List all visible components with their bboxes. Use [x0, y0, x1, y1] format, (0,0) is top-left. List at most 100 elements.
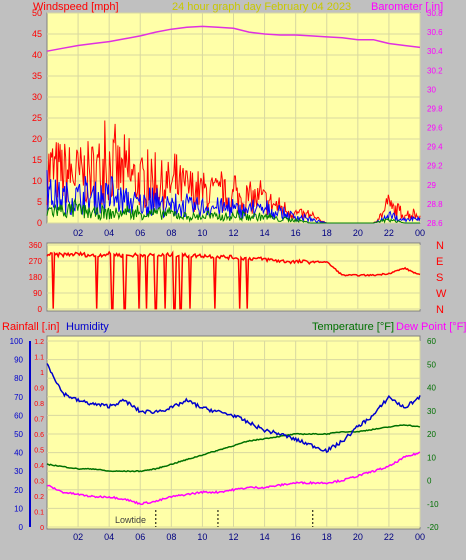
wind-x-tick-label: 00	[415, 228, 425, 238]
temperature-tick-label: -10	[427, 500, 439, 509]
windspeed-tick-label: 35	[32, 71, 42, 81]
temp-x-tick-label: 02	[73, 532, 83, 542]
temp-x-tick-label: 18	[322, 532, 332, 542]
temp-x-tick-label: 06	[135, 532, 145, 542]
temp-x-tick-label: 10	[197, 532, 207, 542]
barometer-tick-label: 30.8	[427, 9, 443, 18]
wind-x-tick-label: 12	[228, 228, 238, 238]
windspeed-tick-label: 10	[32, 176, 42, 186]
rainfall-tick-label: 0	[40, 525, 44, 532]
temperature-series	[46, 424, 421, 473]
windspeed-tick-label: 25	[32, 113, 42, 123]
barometer-tick-label: 30.2	[427, 66, 443, 75]
temp-x-tick-label: 00	[415, 532, 425, 542]
humidity-series	[46, 363, 421, 454]
rainfall-tick-label: 1.2	[34, 339, 44, 346]
barometer-tick-label: 30	[427, 85, 436, 94]
windspeed-tick-label: 50	[32, 8, 42, 18]
dewpoint-label: Dew Point [°F]	[396, 321, 466, 333]
humidity-tick-label: 50	[14, 430, 23, 439]
compass-label: W	[436, 288, 447, 300]
rainfall-tick-label: 0.9	[34, 386, 44, 393]
rainfall-tick-label: 0.7	[34, 417, 44, 424]
windspeed-tick-label: 20	[32, 134, 42, 144]
wind-direction-series	[46, 250, 421, 310]
rainfall-tick-label: 0.1	[34, 510, 44, 517]
humidity-tick-label: 30	[14, 467, 23, 476]
barometer-tick-label: 29	[427, 181, 436, 190]
wind-x-tick-label: 16	[291, 228, 301, 238]
windspeed-tick-label: 40	[32, 50, 42, 60]
temp-x-tick-label: 04	[104, 532, 114, 542]
wind-x-tick-label: 10	[197, 228, 207, 238]
direction-tick-label: 270	[29, 257, 43, 266]
windspeed-label: Windspeed [mph]	[33, 1, 119, 13]
direction-tick-label: 180	[29, 273, 43, 282]
dewpoint-series	[46, 451, 421, 506]
temperature-tick-label: 50	[427, 360, 436, 369]
humidity-label: Humidity	[66, 321, 109, 333]
compass-label: N	[436, 240, 444, 252]
wind-x-tick-label: 18	[322, 228, 332, 238]
compass-label: S	[436, 272, 443, 284]
temperature-tick-label: 10	[427, 453, 436, 462]
wind-x-tick-label: 22	[384, 228, 394, 238]
wind-x-tick-label: 04	[104, 228, 114, 238]
windspeed-tick-label: 5	[37, 197, 42, 207]
windspeed-tick-label: 15	[32, 155, 42, 165]
barometer-tick-label: 30.6	[427, 28, 443, 37]
rainfall-tick-label: 0.4	[34, 463, 44, 470]
wind-x-tick-label: 14	[260, 228, 270, 238]
barometer-tick-label: 28.6	[427, 219, 443, 228]
rainfall-tick-label: 1.1	[34, 355, 44, 362]
humidity-tick-label: 20	[14, 486, 23, 495]
barometer-tick-label: 29.4	[427, 143, 443, 152]
rainfall-tick-label: 1	[40, 370, 44, 377]
graph-title: 24 hour graph day February 04 2023	[172, 1, 351, 13]
temperature-tick-label: 40	[427, 384, 436, 393]
humidity-tick-label: 60	[14, 411, 23, 420]
temperature-label: Temperature [°F]	[312, 321, 394, 333]
humidity-tick-label: 70	[14, 393, 23, 402]
barometer-tick-label: 28.8	[427, 200, 443, 209]
windspeed-tick-label: 30	[32, 92, 42, 102]
lowtide-label: Lowtide	[115, 515, 146, 525]
direction-tick-label: 0	[38, 305, 43, 314]
humidity-tick-label: 40	[14, 449, 23, 458]
temperature-tick-label: 30	[427, 407, 436, 416]
wind-x-tick-label: 02	[73, 228, 83, 238]
humidity-tick-label: 10	[14, 504, 23, 513]
direction-tick-label: 90	[33, 289, 42, 298]
wind-x-tick-label: 20	[353, 228, 363, 238]
humidity-tick-label: 90	[14, 356, 23, 365]
barometer-tick-label: 30.4	[427, 47, 443, 56]
barometer-label: Barometer [.in]	[371, 1, 443, 13]
rainfall-tick-label: 0.6	[34, 432, 44, 439]
windspeed-tick-label: 0	[37, 218, 42, 228]
humidity-tick-label: 80	[14, 374, 23, 383]
wind-x-tick-label: 06	[135, 228, 145, 238]
temperature-tick-label: -20	[427, 523, 439, 532]
temp-x-tick-label: 20	[353, 532, 363, 542]
temp-x-tick-label: 12	[228, 532, 238, 542]
rainfall-tick-label: 0.8	[34, 401, 44, 408]
humidity-tick-label: 100	[10, 337, 24, 346]
temperature-tick-label: 0	[427, 477, 432, 486]
rainfall-tick-label: 0.3	[34, 479, 44, 486]
rainfall-label: Rainfall [.in]	[2, 321, 59, 333]
barometer-series	[46, 25, 421, 52]
temperature-tick-label: 20	[427, 430, 436, 439]
barometer-tick-label: 29.2	[427, 162, 443, 171]
wind-low-series	[46, 197, 420, 224]
temp-x-tick-label: 16	[291, 532, 301, 542]
temp-x-tick-label: 08	[166, 532, 176, 542]
barometer-tick-label: 29.8	[427, 104, 443, 113]
humidity-tick-label: 0	[19, 523, 24, 532]
windspeed-tick-label: 45	[32, 29, 42, 39]
wind-x-tick-label: 08	[166, 228, 176, 238]
rainfall-tick-label: 0.2	[34, 494, 44, 501]
compass-label: N	[436, 304, 444, 316]
temperature-tick-label: 60	[427, 337, 436, 346]
temp-x-tick-label: 22	[384, 532, 394, 542]
